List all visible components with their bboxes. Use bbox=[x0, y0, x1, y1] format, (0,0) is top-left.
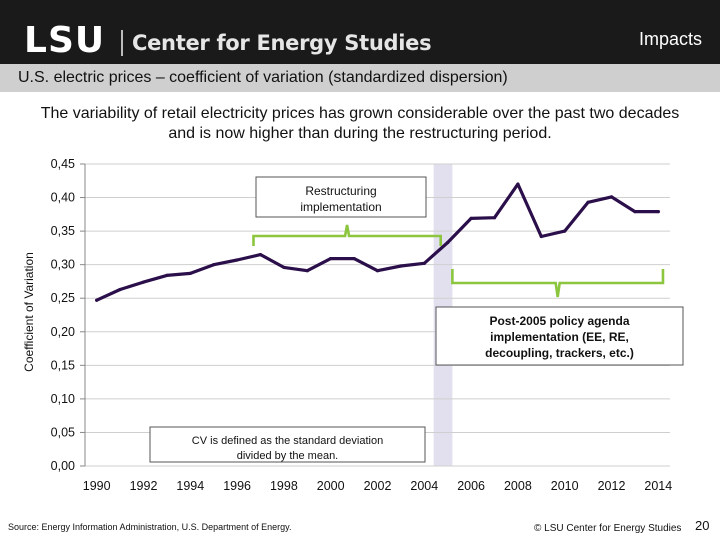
y-tick-label: 0,00 bbox=[51, 459, 75, 473]
data-point bbox=[188, 271, 192, 275]
x-tick-label: 2008 bbox=[504, 479, 532, 493]
lsu-logo: LSU bbox=[24, 22, 105, 56]
x-tick-label: 2000 bbox=[317, 479, 345, 493]
logo-divider bbox=[121, 30, 123, 56]
data-point bbox=[516, 182, 520, 186]
data-point bbox=[165, 273, 169, 278]
cv-definition-annotation: CV is defined as the standard deviation d… bbox=[149, 426, 426, 463]
y-tick-label: 0,20 bbox=[51, 325, 75, 339]
restructuring-bracket bbox=[252, 224, 442, 246]
x-tick-label: 1998 bbox=[270, 479, 298, 493]
restructuring-annotation-text: Restructuring implementation bbox=[300, 184, 381, 214]
slide-subtitle: U.S. electric prices – coefficient of va… bbox=[18, 69, 508, 86]
cv-definition-annotation-box bbox=[149, 426, 426, 463]
cv-definition-annotation-text: CV is defined as the standard deviation d… bbox=[192, 435, 383, 462]
data-point bbox=[539, 234, 543, 239]
y-tick-label: 0,35 bbox=[51, 224, 75, 238]
x-tick-label: 2010 bbox=[551, 479, 579, 493]
y-axis-label: Coefficient of Variation bbox=[22, 252, 36, 372]
source-note: Source: Energy Information Administratio… bbox=[8, 522, 292, 532]
x-tick-label: 2004 bbox=[410, 479, 438, 493]
post2005-annotation-box bbox=[435, 306, 684, 366]
data-point bbox=[375, 269, 380, 273]
center-name: Center for Energy Studies bbox=[132, 31, 432, 55]
page-number: 20 bbox=[695, 518, 710, 533]
data-point bbox=[399, 264, 403, 268]
x-tick-label: 2014 bbox=[644, 479, 672, 493]
restructuring-annotation-box bbox=[255, 176, 427, 218]
copyright-note: © LSU Center for Energy Studies bbox=[534, 523, 682, 534]
data-point bbox=[422, 261, 426, 265]
data-point bbox=[446, 240, 450, 245]
x-tick-label: 1992 bbox=[130, 479, 158, 493]
data-point bbox=[563, 229, 567, 233]
data-point bbox=[305, 269, 309, 273]
section-title: Impacts bbox=[638, 29, 702, 49]
summary-text: The variability of retail electricity pr… bbox=[40, 105, 680, 142]
x-tick-label: 2012 bbox=[598, 479, 626, 493]
data-point bbox=[492, 216, 497, 220]
data-point bbox=[118, 287, 122, 292]
data-point bbox=[609, 195, 614, 199]
data-point bbox=[352, 257, 356, 261]
lsu-logo-text: LSU bbox=[24, 22, 105, 56]
cv-line-chart: 0,00 0,05 0,10 0,15 0,20 0,25 0,30 0,35 0,40 0,45… bbox=[22, 157, 684, 493]
y-tick-label: 0,40 bbox=[51, 191, 75, 205]
data-point bbox=[212, 263, 216, 267]
post2005-annotation-text: Post-2005 policy agenda implementation (E… bbox=[485, 314, 634, 360]
data-point bbox=[329, 257, 333, 261]
restructuring-annotation: Restructuring implementation bbox=[255, 176, 427, 218]
y-tick-label: 0,10 bbox=[51, 392, 75, 406]
data-point bbox=[469, 216, 473, 220]
y-tick-label: 0,30 bbox=[51, 258, 75, 272]
data-point bbox=[141, 280, 146, 284]
y-tick-label: 0,05 bbox=[51, 425, 75, 439]
x-tick-label: 1990 bbox=[83, 479, 111, 493]
y-tick-label: 0,15 bbox=[51, 358, 75, 372]
data-point bbox=[656, 210, 660, 214]
x-tick-label: 1996 bbox=[223, 479, 251, 493]
data-point bbox=[633, 210, 637, 214]
post2005-bracket bbox=[451, 269, 665, 298]
header-bar: LSU Center for Energy Studies Impacts bbox=[0, 0, 720, 64]
y-tick-label: 0,25 bbox=[51, 291, 75, 305]
post2005-annotation: Post-2005 policy agenda implementation (E… bbox=[435, 306, 684, 366]
x-tick-label: 2002 bbox=[364, 479, 392, 493]
data-point bbox=[258, 253, 263, 257]
x-tick-label: 1994 bbox=[176, 479, 204, 493]
x-tick-label: 2006 bbox=[457, 479, 485, 493]
data-point bbox=[95, 298, 99, 302]
subtitle-bar bbox=[0, 64, 720, 92]
data-point bbox=[235, 258, 239, 262]
y-tick-label: 0,45 bbox=[51, 157, 75, 171]
data-point bbox=[282, 265, 286, 269]
data-point bbox=[586, 200, 590, 204]
